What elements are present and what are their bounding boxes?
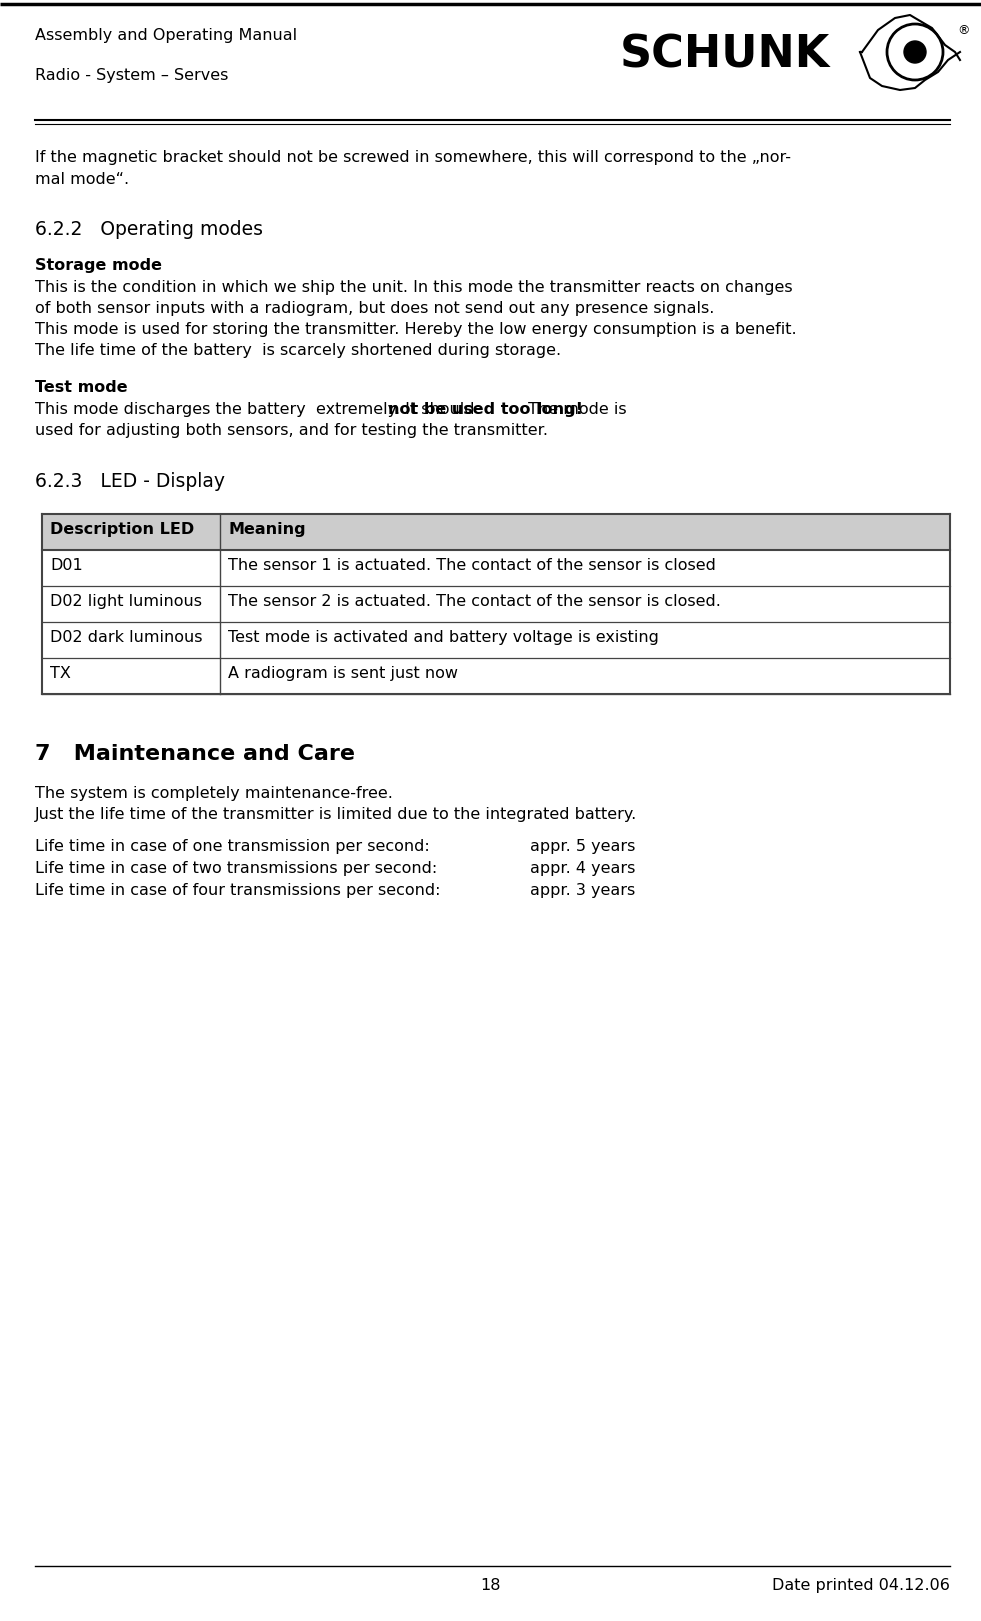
Text: SCHUNK: SCHUNK: [620, 34, 830, 76]
Text: ®: ®: [957, 24, 969, 37]
FancyBboxPatch shape: [42, 622, 950, 658]
Text: The sensor 2 is actuated. The contact of the sensor is closed.: The sensor 2 is actuated. The contact of…: [228, 593, 721, 609]
Text: If the magnetic bracket should not be screwed in somewhere, this will correspond: If the magnetic bracket should not be sc…: [35, 151, 791, 165]
Text: 6.2.3   LED - Display: 6.2.3 LED - Display: [35, 472, 225, 491]
Circle shape: [904, 41, 926, 63]
Text: Date printed 04.12.06: Date printed 04.12.06: [772, 1577, 950, 1593]
Text: Life time in case of four transmissions per second:: Life time in case of four transmissions …: [35, 883, 440, 898]
Text: mal mode“.: mal mode“.: [35, 172, 129, 186]
FancyBboxPatch shape: [42, 514, 950, 550]
FancyBboxPatch shape: [42, 550, 950, 587]
Text: Storage mode: Storage mode: [35, 258, 162, 272]
Text: The mode is: The mode is: [523, 402, 627, 417]
Text: Life time in case of two transmissions per second:: Life time in case of two transmissions p…: [35, 861, 438, 875]
Text: 6.2.2   Operating modes: 6.2.2 Operating modes: [35, 220, 263, 238]
FancyBboxPatch shape: [42, 587, 950, 622]
Text: D01: D01: [50, 558, 82, 572]
Text: The system is completely maintenance-free.: The system is completely maintenance-fre…: [35, 786, 392, 801]
Text: Meaning: Meaning: [228, 522, 306, 537]
Text: Test mode: Test mode: [35, 379, 128, 396]
Text: 18: 18: [481, 1577, 500, 1593]
Text: appr. 3 years: appr. 3 years: [530, 883, 636, 898]
Text: The life time of the battery  is scarcely shortened during storage.: The life time of the battery is scarcely…: [35, 344, 561, 358]
Text: Description LED: Description LED: [50, 522, 194, 537]
Text: Test mode is activated and battery voltage is existing: Test mode is activated and battery volta…: [228, 631, 659, 645]
Text: Radio - System – Serves: Radio - System – Serves: [35, 68, 229, 83]
Text: used for adjusting both sensors, and for testing the transmitter.: used for adjusting both sensors, and for…: [35, 423, 548, 438]
Text: This mode discharges the battery  extremely. It should: This mode discharges the battery extreme…: [35, 402, 480, 417]
Text: Assembly and Operating Manual: Assembly and Operating Manual: [35, 28, 297, 44]
Text: appr. 4 years: appr. 4 years: [530, 861, 636, 875]
Text: Life time in case of one transmission per second:: Life time in case of one transmission pe…: [35, 840, 430, 854]
Text: appr. 5 years: appr. 5 years: [530, 840, 636, 854]
Text: TX: TX: [50, 666, 71, 681]
Text: This mode is used for storing the transmitter. Hereby the low energy consumption: This mode is used for storing the transm…: [35, 323, 797, 337]
Text: This is the condition in which we ship the unit. In this mode the transmitter re: This is the condition in which we ship t…: [35, 280, 793, 295]
Text: Just the life time of the transmitter is limited due to the integrated battery.: Just the life time of the transmitter is…: [35, 807, 638, 822]
Text: of both sensor inputs with a radiogram, but does not send out any presence signa: of both sensor inputs with a radiogram, …: [35, 302, 714, 316]
Text: 7   Maintenance and Care: 7 Maintenance and Care: [35, 744, 355, 763]
Text: D02 light luminous: D02 light luminous: [50, 593, 202, 609]
Text: A radiogram is sent just now: A radiogram is sent just now: [228, 666, 458, 681]
Text: The sensor 1 is actuated. The contact of the sensor is closed: The sensor 1 is actuated. The contact of…: [228, 558, 716, 572]
Text: not be used too long!: not be used too long!: [388, 402, 583, 417]
Text: D02 dark luminous: D02 dark luminous: [50, 631, 202, 645]
FancyBboxPatch shape: [42, 658, 950, 694]
